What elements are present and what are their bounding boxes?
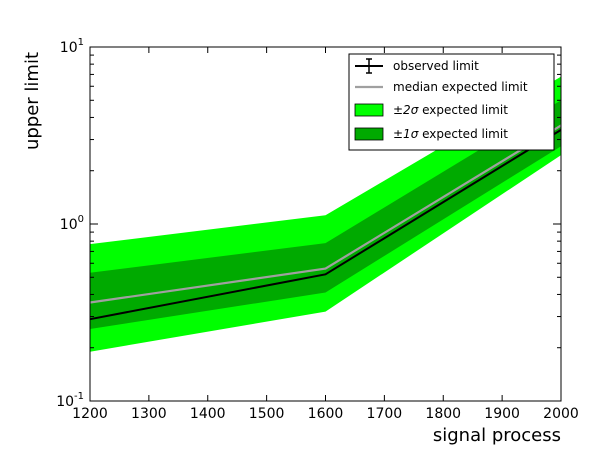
ticks-layer	[89, 46, 562, 402]
legend-one-sigma-swatch	[354, 127, 384, 141]
legend-two-sigma-swatch	[354, 103, 384, 117]
legend-two-sigma-label: ±2σ expected limit	[393, 103, 508, 117]
legend: observed limit median expected limit ±2σ e…	[348, 53, 555, 151]
x-tick-label: 1800	[425, 406, 461, 422]
x-tick-label: 1700	[367, 406, 403, 422]
legend-observed-label: observed limit	[393, 59, 479, 73]
x-tick-label: 1200	[72, 406, 108, 422]
x-tick-label: 1900	[484, 406, 520, 422]
y-tick-label: 101	[60, 37, 84, 56]
y-axis-label: upper limit	[22, 52, 43, 150]
x-tick-label: 2000	[543, 406, 579, 422]
bands-layer	[90, 76, 561, 352]
y-tick-label: 10-1	[56, 391, 84, 410]
observed-line	[89, 129, 562, 321]
legend-one-sigma-label: ±1σ expected limit	[393, 127, 508, 141]
y-tick-label: 100	[60, 214, 84, 233]
median-expected-line	[89, 124, 562, 304]
x-tick-label: 1400	[190, 406, 226, 422]
x-axis-label: signal process	[433, 425, 561, 446]
x-tick-label: 1600	[308, 406, 344, 422]
x-tick-label: 1300	[131, 406, 167, 422]
band-one-sigma	[90, 100, 561, 329]
x-tick-label: 1500	[249, 406, 285, 422]
legend-median-label: median expected limit	[393, 80, 528, 94]
lines-layer	[89, 124, 562, 321]
tick-labels-layer: 1200 1300 1400 1500 1600 1700 1800 1900 2000 10-1…	[56, 37, 579, 422]
